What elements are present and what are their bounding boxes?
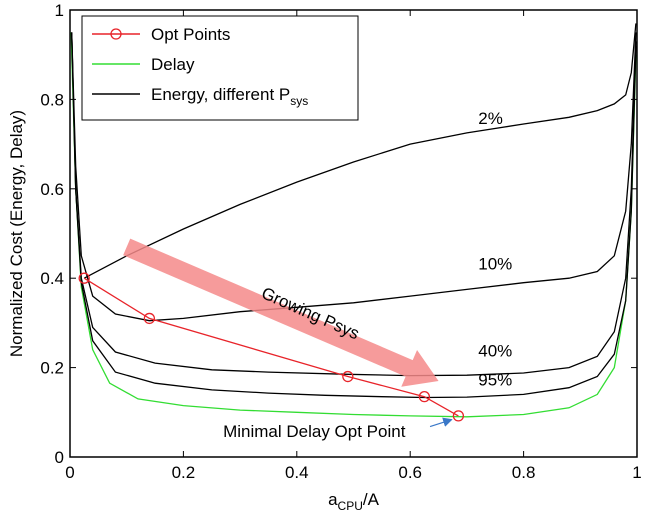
series-line-opt-points — [83, 277, 459, 417]
x-tick-label: 0.2 — [172, 463, 196, 482]
annotation-40: 40% — [478, 341, 512, 360]
y-tick-label: 0.2 — [40, 359, 64, 378]
y-tick-label: 0.4 — [40, 269, 64, 288]
x-tick-label: 0.4 — [285, 463, 309, 482]
y-tick-label: 0.6 — [40, 180, 64, 199]
x-axis-label-suffix: /A — [363, 490, 380, 509]
opt-point-marker-5 — [452, 410, 465, 422]
x-axis-label: aCPU/A — [328, 490, 380, 513]
series-line-delay — [70, 32, 637, 418]
y-tick-label: 1 — [55, 1, 64, 20]
x-tick-label: 0.6 — [398, 463, 422, 482]
opt-point-marker-2 — [143, 312, 156, 325]
x-tick-label: 1 — [632, 463, 641, 482]
series-line-40- — [71, 32, 637, 377]
y-axis-label: Normalized Cost (Energy, Delay) — [7, 110, 26, 357]
legend-label-subscript: sys — [290, 94, 308, 108]
x-tick-label: 0 — [65, 463, 74, 482]
annotation-10: 10% — [478, 254, 512, 273]
opt-point-marker-1 — [78, 272, 90, 284]
series-line-10- — [71, 32, 637, 322]
y-tick-label: 0.8 — [40, 90, 64, 109]
ticks-layer: 0 0.2 0.4 0.6 0.8 1 0 0.2 0.4 0.6 0.8 1 — [40, 1, 641, 482]
series-line-95- — [71, 32, 637, 399]
annotation-2: 2% — [478, 109, 503, 128]
annotation-95: 95% — [478, 370, 512, 389]
plot-frame — [69, 9, 638, 458]
legend-label: Energy, different Psys — [151, 85, 308, 108]
opt-point-marker-4 — [418, 391, 431, 403]
opt-point-marker-3 — [342, 370, 354, 383]
series-line-2- — [83, 23, 637, 279]
min-delay-pointer — [429, 417, 453, 428]
growing-psys-arrow — [123, 238, 439, 387]
legend-label: Opt Points — [151, 25, 230, 44]
legend-marker — [110, 28, 122, 40]
x-tick-label: 0.8 — [512, 463, 536, 482]
x-axis-label-main: a — [328, 490, 338, 509]
legend: Opt Points Delay Energy, different Psys — [81, 15, 359, 121]
x-axis-label-subscript: CPU — [338, 499, 363, 513]
legend-label: Delay — [151, 55, 195, 74]
annotation-minimal-delay-opt-point: Minimal Delay Opt Point — [223, 422, 406, 441]
y-tick-label: 0 — [55, 448, 64, 467]
series-layer — [70, 23, 637, 422]
